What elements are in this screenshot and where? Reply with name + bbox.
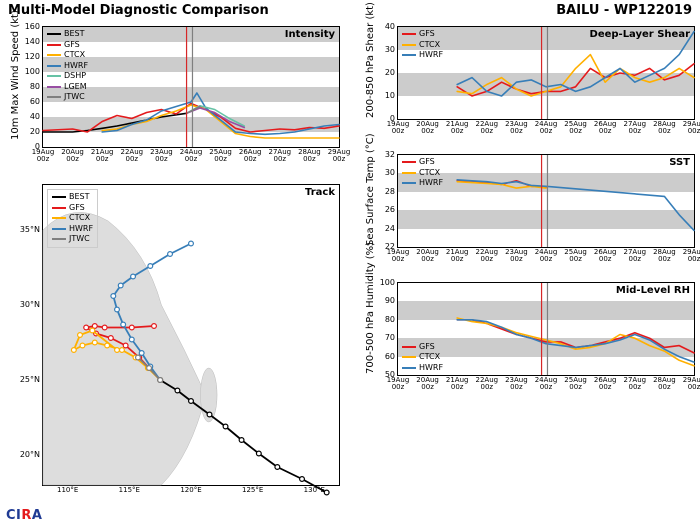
panel-intensity: Intensity BESTGFSCTCXHWRFDSHPLGEMJTWC 02… — [0, 22, 345, 170]
title-left: Multi-Model Diagnostic Comparison — [8, 3, 269, 18]
plot-track: Track BESTGFSCTCXHWRFJTWC 20°N25°N30°N35… — [42, 184, 340, 486]
legend-intensity: BESTGFSCTCXHWRFDSHPLGEMJTWC — [47, 29, 88, 103]
legend-rh: GFSCTCXHWRF — [402, 342, 443, 374]
plot-rh: Mid-Level RH GFSCTCXHWRF 506070809010019… — [397, 282, 695, 376]
panel-shear: Deep-Layer Shear GFSCTCXHWRF 01020304019… — [355, 22, 700, 140]
legend-sst: GFSCTCXHWRF — [402, 157, 443, 189]
panel-track: Track BESTGFSCTCXHWRFJTWC 20°N25°N30°N35… — [0, 180, 345, 510]
rh-ylabel: 700-500 hPa Humidity (%) — [365, 242, 376, 374]
panel-rh: Mid-Level RH GFSCTCXHWRF 506070809010019… — [355, 278, 700, 396]
legend-shear: GFSCTCXHWRF — [402, 29, 443, 61]
plot-intensity: Intensity BESTGFSCTCXHWRFDSHPLGEMJTWC 02… — [42, 26, 340, 148]
legend-track: BESTGFSCTCXHWRFJTWC — [47, 189, 98, 248]
plot-sst: SST GFSCTCXHWRF 22242628303219Aug00z20Au… — [397, 154, 695, 248]
shear-ylabel: 200-850 hPa Shear (kt) — [365, 2, 376, 118]
intensity-ylabel: 10m Max Wind Speed (kt) — [10, 10, 21, 140]
sst-ylabel: Sea Surface Temp (°C) — [365, 133, 376, 246]
title-right: BAILU - WP122019 — [556, 3, 692, 18]
title-bar: Multi-Model Diagnostic Comparison BAILU … — [0, 0, 700, 22]
panel-sst: SST GFSCTCXHWRF 22242628303219Aug00z20Au… — [355, 150, 700, 268]
footer-logo: CIRA — [6, 508, 42, 523]
logo-c: C — [6, 508, 16, 523]
plot-shear: Deep-Layer Shear GFSCTCXHWRF 01020304019… — [397, 26, 695, 120]
